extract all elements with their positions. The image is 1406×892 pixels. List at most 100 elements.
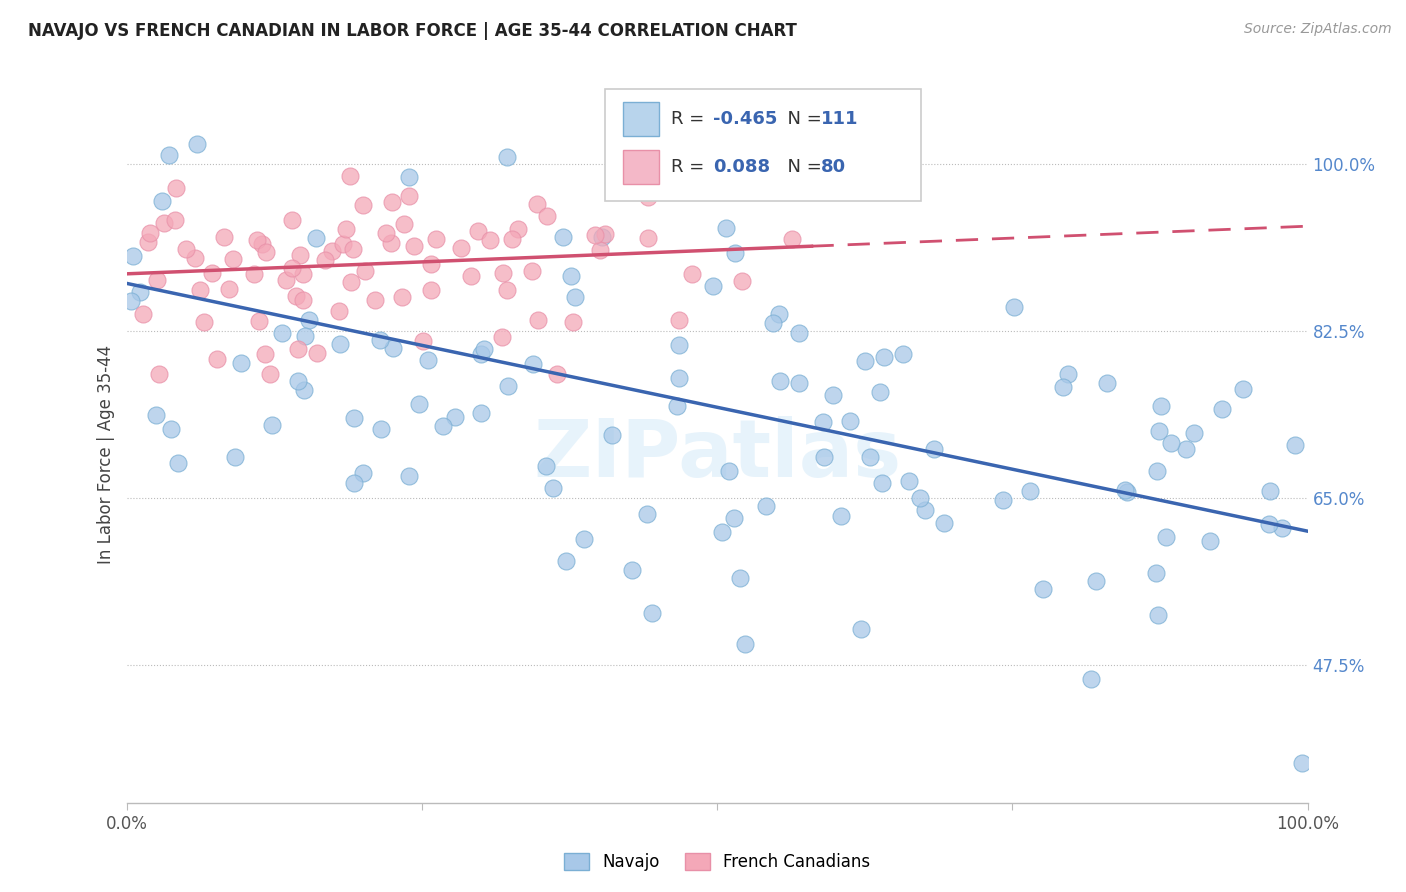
Point [555, 554, 578, 568]
Point [560, 268, 582, 283]
Point [432, 418, 454, 433]
Point [343, 411, 366, 425]
Point [145, 408, 167, 422]
Point [287, 374, 309, 388]
Point [342, 242, 364, 256]
Point [734, 637, 756, 651]
Point [245, 233, 267, 247]
Point [392, 217, 415, 231]
Point [591, 229, 613, 244]
Point [339, 276, 361, 290]
Point [335, 222, 357, 236]
Point [853, 354, 876, 368]
Y-axis label: In Labor Force | Age 35-44: In Labor Force | Age 35-44 [97, 345, 115, 565]
Point [165, 181, 187, 195]
Point [292, 383, 315, 397]
Point [321, 244, 343, 259]
Point [381, 341, 404, 355]
Point [398, 169, 420, 184]
Point [298, 313, 321, 327]
Point [932, 516, 955, 531]
Point [474, 342, 496, 356]
Point [271, 326, 294, 340]
Text: 80: 80 [821, 158, 846, 176]
Point [755, 499, 778, 513]
Point [636, 507, 658, 521]
Point [1175, 442, 1198, 456]
Point [593, 227, 616, 241]
Point [546, 367, 568, 381]
Point [328, 303, 350, 318]
Point [1284, 438, 1306, 452]
Point [681, 267, 703, 281]
Point [254, 347, 277, 361]
Point [450, 241, 472, 255]
Point [1154, 530, 1177, 544]
Point [242, 267, 264, 281]
Point [496, 283, 519, 297]
Point [908, 491, 931, 505]
Point [305, 346, 328, 360]
Point [329, 336, 352, 351]
Point [136, 235, 159, 250]
Point [723, 510, 745, 524]
Point [218, 282, 240, 296]
Point [1211, 402, 1233, 417]
Point [305, 230, 328, 244]
Point [229, 356, 252, 370]
Point [291, 268, 314, 282]
Point [922, 442, 945, 456]
Point [668, 371, 690, 385]
Point [281, 213, 304, 227]
Text: N =: N = [776, 158, 828, 176]
Point [381, 194, 404, 209]
Point [859, 450, 882, 464]
Point [292, 293, 315, 307]
Point [193, 315, 215, 329]
Point [224, 450, 246, 464]
Point [769, 374, 792, 388]
Point [352, 198, 374, 212]
Point [685, 153, 707, 167]
Point [1258, 484, 1281, 499]
Point [621, 563, 644, 577]
Text: 0.088: 0.088 [713, 158, 770, 176]
Point [1052, 380, 1074, 394]
Point [491, 330, 513, 344]
Point [536, 209, 558, 223]
Point [408, 397, 430, 411]
Point [731, 273, 754, 287]
Point [1080, 672, 1102, 686]
Text: 111: 111 [821, 110, 859, 128]
Point [247, 314, 270, 328]
Point [132, 307, 155, 321]
Point [1291, 756, 1313, 771]
Point [129, 285, 152, 299]
Point [637, 231, 659, 245]
Point [724, 246, 747, 260]
Text: NAVAJO VS FRENCH CANADIAN IN LABOR FORCE | AGE 35-44 CORRELATION CHART: NAVAJO VS FRENCH CANADIAN IN LABOR FORCE… [28, 22, 797, 40]
Point [146, 273, 169, 287]
Point [148, 367, 170, 381]
Point [1257, 517, 1279, 532]
Point [914, 503, 936, 517]
Point [1232, 382, 1254, 396]
Point [222, 252, 245, 266]
Point [281, 260, 304, 275]
Point [416, 352, 439, 367]
Point [250, 237, 273, 252]
Text: R =: R = [671, 158, 710, 176]
Point [398, 469, 420, 483]
Point [460, 269, 482, 284]
Point [1160, 436, 1182, 450]
Point [287, 342, 309, 356]
Point [830, 508, 852, 523]
Point [364, 293, 387, 308]
Point [254, 244, 277, 259]
Point [420, 283, 443, 297]
Point [668, 312, 690, 326]
Point [666, 399, 689, 413]
Point [1095, 376, 1118, 391]
Point [150, 194, 173, 209]
Point [762, 316, 785, 330]
